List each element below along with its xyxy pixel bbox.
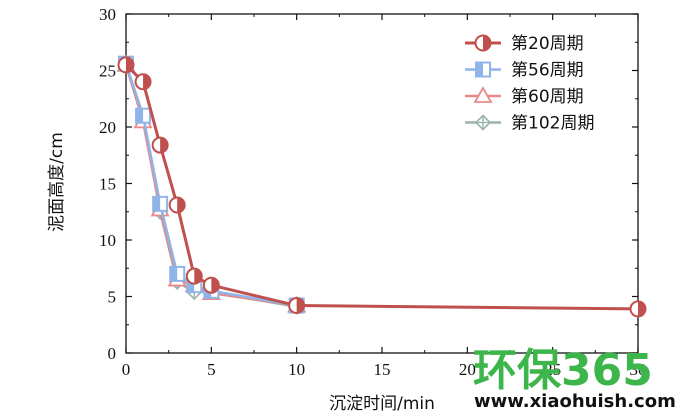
marker-half-fill bbox=[153, 196, 161, 211]
watermark-logo-text: 环保365 bbox=[473, 345, 653, 396]
marker-half-fill bbox=[638, 301, 646, 317]
series-line-circle bbox=[124, 63, 639, 311]
data-point-square bbox=[169, 265, 186, 282]
marker-half-fill bbox=[177, 197, 185, 213]
legend-label: 第102周期 bbox=[511, 114, 594, 134]
data-point-circle bbox=[168, 196, 186, 214]
marker-half-fill bbox=[143, 74, 151, 90]
marker-half-fill bbox=[296, 298, 305, 314]
data-point-circle bbox=[288, 297, 306, 315]
y-tick-label: 10 bbox=[99, 231, 116, 250]
marker-half-fill bbox=[194, 268, 202, 284]
marker-half-fill bbox=[476, 62, 483, 77]
data-point-circle bbox=[117, 56, 135, 74]
y-axis-label: 泥面高度/cm bbox=[47, 132, 67, 232]
marker-half-fill bbox=[170, 266, 178, 281]
watermark-url: www.xiaohuish.com bbox=[474, 391, 676, 412]
series-group bbox=[116, 55, 647, 318]
series-line-triangle bbox=[124, 64, 297, 307]
x-axis-label: 沉淀时间/min bbox=[329, 394, 435, 414]
legend-marker bbox=[473, 86, 493, 103]
data-point-circle bbox=[134, 73, 152, 91]
series-line-square bbox=[124, 63, 297, 307]
x-tick-label: 15 bbox=[374, 360, 391, 379]
marker-half-fill bbox=[126, 57, 134, 73]
x-tick-label: 20 bbox=[459, 360, 476, 379]
legend-marker bbox=[475, 61, 491, 78]
data-point-circle bbox=[629, 300, 647, 318]
data-point-circle bbox=[185, 267, 203, 285]
legend-marker bbox=[474, 114, 492, 131]
x-tick-label: 25 bbox=[544, 360, 561, 379]
y-tick-label: 20 bbox=[99, 118, 116, 137]
legend-marker bbox=[474, 34, 492, 52]
y-tick-label: 15 bbox=[99, 175, 116, 194]
axis-ticks: 0 5 10 15 20 25 30 0 5 10 15 20 25 30 bbox=[99, 5, 647, 379]
x-tick-label: 5 bbox=[207, 360, 216, 379]
y-tick-label: 5 bbox=[108, 288, 117, 307]
y-tick-label: 25 bbox=[99, 62, 116, 81]
x-tick-label: 10 bbox=[288, 360, 305, 379]
marker-half-fill bbox=[136, 108, 144, 123]
x-tick-label: 30 bbox=[630, 360, 647, 379]
x-tick-label: 0 bbox=[122, 360, 131, 379]
data-point-square bbox=[152, 195, 169, 212]
legend-label: 第60周期 bbox=[511, 87, 584, 107]
marker-half-fill bbox=[483, 35, 491, 51]
marker-half-fill bbox=[187, 278, 195, 293]
legend-label: 第20周期 bbox=[511, 34, 584, 54]
y-tick-label: 0 bbox=[108, 344, 117, 363]
series-line-diamond bbox=[124, 64, 297, 308]
legend-label: 第56周期 bbox=[511, 61, 584, 81]
data-point-circle bbox=[202, 276, 220, 294]
y-tick-label: 30 bbox=[99, 5, 116, 24]
marker-half-fill bbox=[211, 277, 219, 293]
marker-outline bbox=[473, 86, 493, 103]
marker-half-fill bbox=[160, 137, 168, 153]
data-point-square bbox=[135, 107, 152, 124]
watermark-logo: 环保365 www.xiaohuish.com bbox=[473, 345, 676, 412]
data-point-circle bbox=[151, 136, 169, 154]
